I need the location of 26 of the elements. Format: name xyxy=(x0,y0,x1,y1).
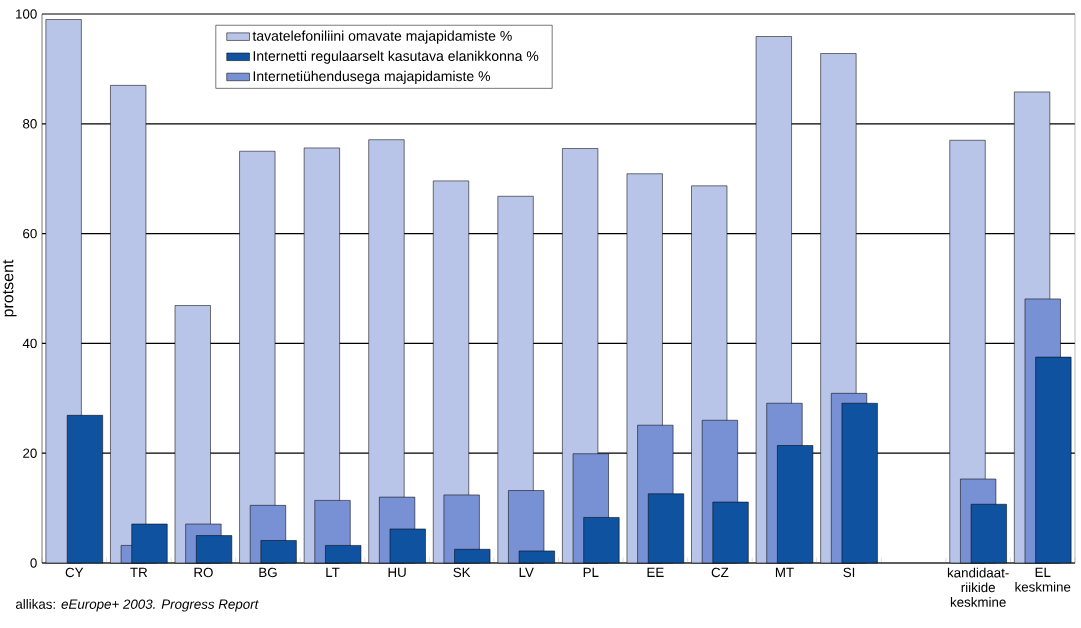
x-tick-label: HU xyxy=(388,567,406,578)
x-tick-label: MT xyxy=(775,567,794,577)
y-axis-title: protsent xyxy=(2,259,17,317)
x-tick-label: PL xyxy=(583,567,599,577)
x-tick-label: SI xyxy=(843,567,855,578)
legend-label: Internetti regulaarselt kasutava elanikkonna % xyxy=(253,50,539,64)
y-tick-label: 20 xyxy=(23,448,37,458)
legend-label: Internetiühendusega majapidamiste % xyxy=(253,70,491,84)
x-tick-label: EE xyxy=(647,567,664,577)
x-tick-label: RO xyxy=(194,567,213,578)
x-tick-label: EL keskmine xyxy=(1015,567,1071,592)
y-tick-label: 40 xyxy=(22,338,37,349)
y-tick-label: 100 xyxy=(16,9,37,19)
x-tick-label: LV xyxy=(519,567,534,577)
x-tick-label: SK xyxy=(453,567,471,578)
y-tick-label: 0 xyxy=(30,558,37,568)
x-tick-label: LT xyxy=(326,567,340,577)
y-tick-label: 80 xyxy=(23,119,37,129)
x-tick-label: CZ xyxy=(711,567,729,578)
x-tick-label: CY xyxy=(65,567,84,578)
x-tick-label: kandidaat-riikide keskmine xyxy=(947,567,1009,607)
y-tick-label: 60 xyxy=(23,228,37,239)
x-tick-label: BG xyxy=(259,567,277,578)
x-tick-label: TR xyxy=(130,567,148,577)
legend-label: tavatelefoniliini omavate majapidamiste % xyxy=(252,30,512,44)
text: allikas: eEurope+ 2003. Progress Report xyxy=(15,599,259,612)
